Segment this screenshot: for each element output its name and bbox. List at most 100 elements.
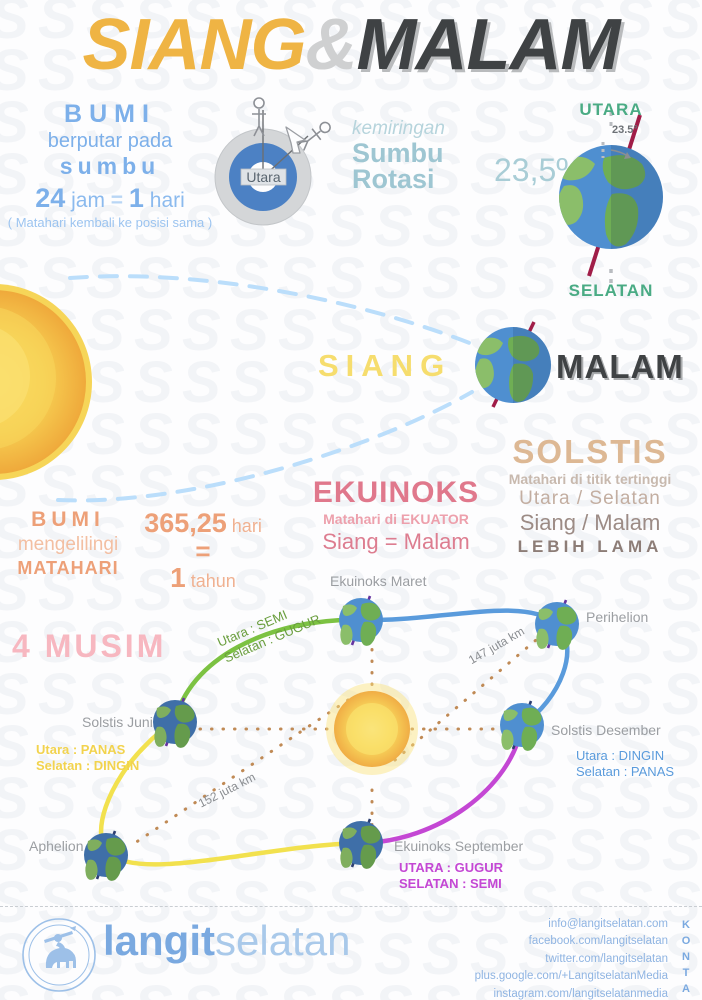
revolution-years: 1 [170,561,186,593]
revolution-days: 365,25 [144,508,227,538]
revolution-line2: mengelilingi [17,534,119,555]
page-title: SIANG&MALAM [0,4,702,86]
orbit-earth-aphelion [84,830,128,881]
orbit-label-solstis-desember: Solstis Desember [551,722,661,738]
brand-langit: langit [103,917,215,964]
kontak-letter: K [678,998,694,1000]
rotation-equals: = [110,189,124,212]
orbit-earth-ekuinoks-september [339,818,383,869]
solstice-text-block: SOLSTIS Matahari di titik tertinggi Utar… [480,433,700,557]
contact-facebook[interactable]: facebook.com/langitselatan [528,935,668,948]
contact-googleplus[interactable]: plus.google.com/+LangitselatanMedia [474,970,668,983]
brand-selatan: selatan [215,917,351,964]
orbit-sub-ekuinoks-september: UTARA : GUGUR SELATAN : SEMI [399,860,503,893]
rotation-hours-unit: jam [71,189,105,212]
rotation-note: ( Matahari kembali ke posisi sama ) [7,215,213,230]
earth-continents [559,145,663,249]
revolution-heading: BUMI [31,508,105,531]
solstice-line1: Matahari di titik tertinggi [508,471,672,487]
title-siang: SIANG [82,5,307,85]
earth-tilt-illustration [559,112,663,287]
rotation-equation: 24 jam = 1 hari [0,183,220,214]
solstice-line4: LEBIH LAMA [517,537,663,556]
orbit-distance-lines [130,636,538,847]
sunray-dashed-lines [56,274,474,503]
orbit-earth-solstis-desember [500,700,544,751]
orbit-diagram [84,595,579,881]
tilt-value: 23,5º [494,152,568,188]
revolution-line3: MATAHARI [17,558,119,578]
tilt-text-block: kemiringan Sumbu Rotasi [352,118,502,193]
orbit-earth-solstis-juni [153,697,197,748]
tilt-line1: kemiringan [352,118,445,139]
equinox-text-block: EKUINOKS Matahari di EKUATOR Siang = Mal… [296,476,496,555]
equinox-heading: EKUINOKS [312,476,480,509]
orbit-arc-magenta [358,722,525,846]
orbit-label-ekuinoks-maret: Ekuinoks Maret [330,573,427,589]
contact-email[interactable]: info@langitselatan.com [548,918,668,930]
solstice-line2: Utara / Selatan [519,488,661,509]
brand-wordmark: langitselatan [103,920,350,962]
footer-divider [0,906,702,907]
orbit-sub-solstis-juni-l1: Utara : PANAS [36,742,126,757]
rotation-days: 1 [128,183,144,213]
orbit-earth-ekuinoks-maret [339,595,383,646]
orbit-sub-solstis-juni: Utara : PANAS Selatan : DINGIN [36,742,139,775]
revolution-days-line: 365,25 hari [128,508,278,539]
rotation-heading: BUMI [64,100,156,128]
rotation-text-block: BUMI berputar pada sumbu 24 jam = 1 hari… [0,100,220,230]
rotation-diagram-north-label: Utara [246,169,281,185]
sun-center-illustration [326,683,418,775]
revolution-years-line: 1 tahun [128,562,278,594]
revolution-days-unit: hari [231,516,262,536]
revolution-equation-block: 365,25 hari = 1 tahun [128,508,278,594]
orbit-label-perihelion: Perihelion [586,609,649,625]
orbit-label-aphelion: Aphelion [29,838,84,854]
kontak-letter: A [682,982,690,995]
langitselatan-seal-logo [22,918,96,992]
earth-tilt-north-label: UTARA [579,100,643,119]
orbit-sub-ekuinoks-september-l1: UTARA : GUGUR [399,860,503,875]
earth-tilt-angle-label: 23.5° [612,124,638,136]
solstice-heading: SOLSTIS [512,433,668,470]
earth-rotation-diagram [214,97,331,226]
orbit-sub-solstis-desember-l2: Selatan : PANAS [576,764,675,780]
orbit-earth-perihelion [535,599,579,650]
sun-large-illustration [0,284,92,480]
tilt-line3: Rotasi [352,164,435,195]
contact-list: info@langitselatan.com facebook.com/lang… [475,916,668,1000]
equinox-detail: Siang = Malam [322,529,470,554]
kontak-letter: K [682,919,690,931]
orbit-sub-solstis-juni-l2: Selatan : DINGIN [36,758,140,774]
solstice-line3: Siang / Malam [519,510,661,535]
contact-twitter[interactable]: twitter.com/langitselatan [545,952,668,965]
orbit-earths [84,595,579,881]
revolution-text-block: BUMI mengelilingi MATAHARI [8,508,128,579]
revolution-equals: = [195,536,211,566]
sagittarius-centaur-icon [44,926,76,968]
seasons-heading: 4 MUSIM [12,628,167,664]
kontak-letter: T [682,966,690,979]
rotation-days-unit: hari [149,189,185,212]
daynight-day-label: SIANG [318,348,452,383]
contact-instagram[interactable]: instagram.com/langitselatanmedia [493,987,668,1000]
equinox-sub: Matahari di EKUATOR [323,511,469,527]
orbit-label-ekuinoks-september: Ekuinoks September [394,838,524,854]
title-ampersand: & [305,5,358,85]
orbit-label-solstis-juni: Solstis Juni [82,714,153,730]
tilt-line2: Sumbu [352,138,444,168]
daynight-night-label: MALAM [556,348,684,385]
rotation-line3: sumbu [59,153,161,179]
earth-daynight-illustration [475,321,551,408]
earth-tilt-south-label: SELATAN [568,281,654,300]
orbit-sub-solstis-desember: Utara : DINGIN Selatan : PANAS [576,748,674,781]
orbit-sub-solstis-desember-l1: Utara : DINGIN [576,748,665,763]
title-malam: MALAM [356,5,621,85]
rotation-hours: 24 [35,183,66,213]
kontak-letter: O [681,934,691,947]
revolution-years-unit: tahun [190,570,236,591]
kontak-vertical-label: KONTAK [678,918,694,1000]
kontak-letter: N [682,950,690,963]
